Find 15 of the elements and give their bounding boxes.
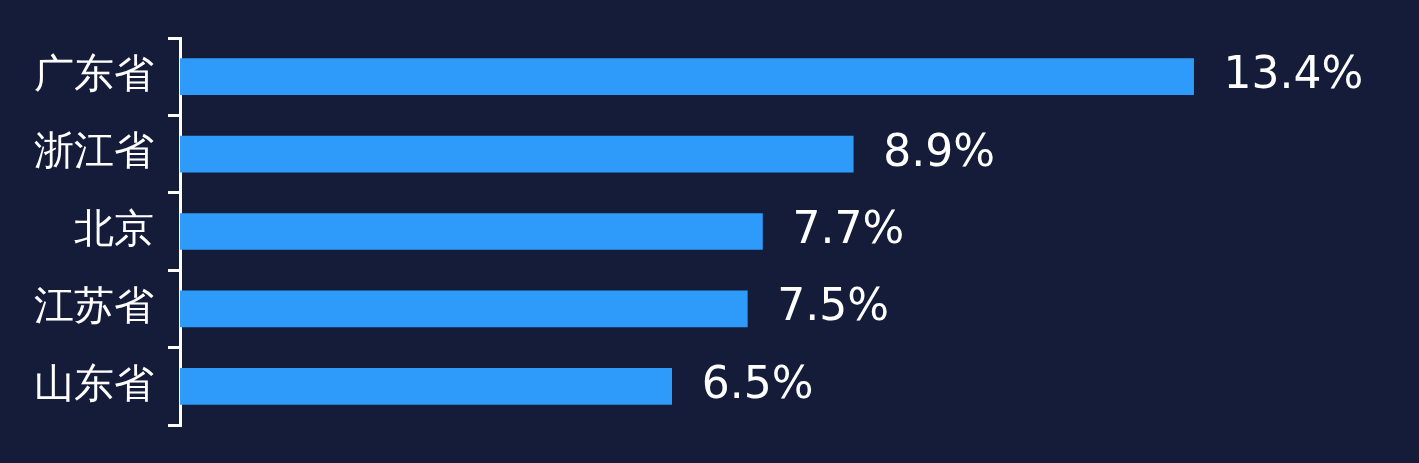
y-tick-label: 广东省 xyxy=(34,50,154,97)
bar xyxy=(180,135,854,173)
data-label: 13.4% xyxy=(1223,47,1364,99)
y-tick-label: 北京 xyxy=(74,204,154,251)
bar xyxy=(180,290,748,328)
bar xyxy=(180,213,763,250)
bar xyxy=(180,58,1194,96)
y-tick-label: 江苏省 xyxy=(34,282,154,329)
data-label: 7.7% xyxy=(792,201,905,253)
y-tick-label: 山东省 xyxy=(34,359,154,406)
bar xyxy=(180,367,673,405)
data-label: 7.5% xyxy=(777,279,890,331)
y-tick-label: 浙江省 xyxy=(34,127,154,174)
data-label: 8.9% xyxy=(883,124,996,176)
data-label: 6.5% xyxy=(701,356,814,408)
